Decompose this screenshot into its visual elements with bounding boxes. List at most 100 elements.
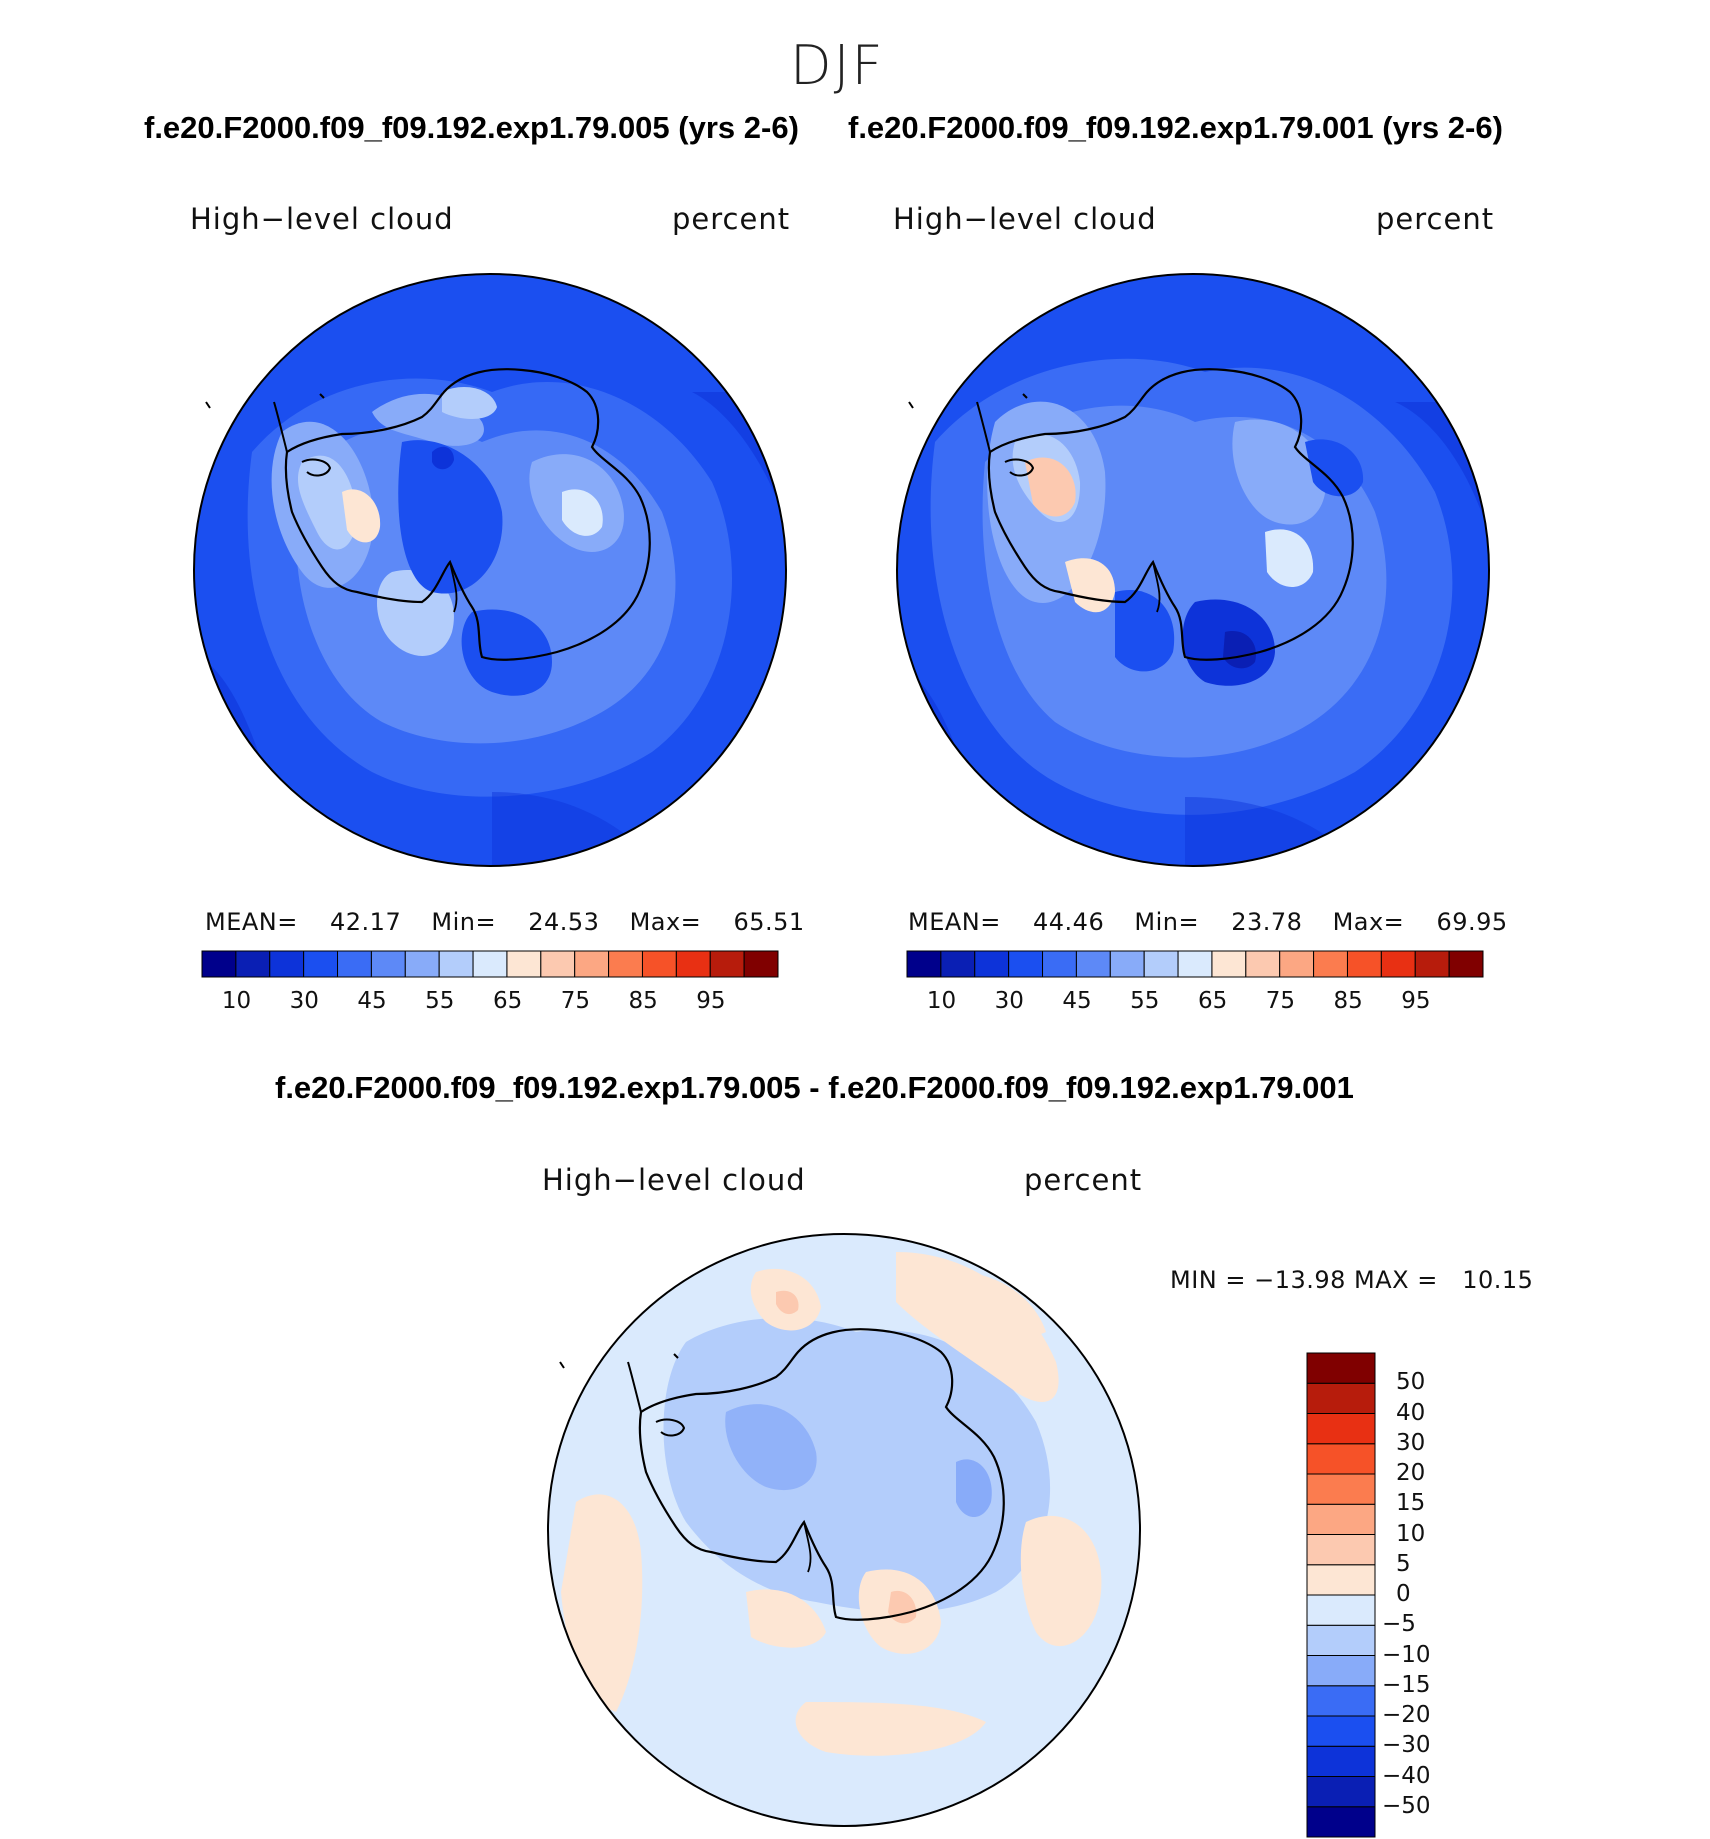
difference-colorbar-tick-label: −5 [1382,1611,1416,1638]
left-min-value: 24.53 [528,908,600,936]
left-max-value: 65.51 [733,908,805,936]
right-colorbar-tick-label: 30 [994,988,1024,1014]
left-mean-label: MEAN= [205,908,298,936]
right-colorbar-swatch [1245,950,1281,978]
right-mean-label: MEAN= [908,908,1001,936]
right-colorbar-swatch [1177,950,1213,978]
right-colorbar-tick-label: 75 [1265,988,1295,1014]
right-colorbar-ticks: 10 30 45 55 65 75 85 95 [906,988,1484,1018]
difference-colorbar-swatch [1306,1564,1376,1596]
left-max-label: Max= [629,908,702,936]
difference-colorbar-swatch [1306,1806,1376,1838]
left-colorbar-swatch [506,950,542,978]
left-colorbar-swatch [641,950,677,978]
right-colorbar-swatch [1109,950,1145,978]
left-colorbar [201,950,779,978]
difference-polar-map [547,1233,1141,1827]
left-colorbar-swatch [675,950,711,978]
right-min-label: Min= [1134,908,1200,936]
left-colorbar-swatch [743,950,779,978]
diff-panel-units-label: percent [1024,1163,1143,1197]
difference-colorbar-swatch [1306,1534,1376,1566]
right-stats: MEAN= 44.46 Min= 23.78 Max= 69.95 [908,908,1508,936]
left-colorbar-tick-label: 95 [696,988,726,1014]
left-colorbar-swatch [370,950,406,978]
left-colorbar-swatch [709,950,745,978]
difference-colorbar-tick-label: 30 [1396,1429,1426,1456]
left-colorbar-swatch [574,950,610,978]
difference-colorbar-tick-label: 15 [1396,1490,1426,1517]
left-colorbar-swatch [472,950,508,978]
right-colorbar-tick-label: 95 [1401,988,1431,1014]
left-mean-value: 42.17 [330,908,402,936]
right-colorbar-tick-label: 10 [926,988,957,1014]
difference-colorbar-swatch [1306,1745,1376,1777]
difference-colorbar-ticks: 50 40 30 20 15 10 5 0 −5 −10 −15 −20 −30 −40 −50 [1382,1352,1468,1838]
left-panel-case-title: f.e20.F2000.f09_f09.192.exp1.79.005 (yrs… [144,110,799,145]
left-colorbar-tick-label: 85 [628,988,658,1014]
right-colorbar-swatch [974,950,1010,978]
right-colorbar-swatch [1313,950,1348,978]
difference-colorbar-tick-label: −30 [1382,1732,1431,1759]
difference-title: f.e20.F2000.f09_f09.192.exp1.79.005 - f.… [275,1070,1354,1105]
right-colorbar-tick-label: 85 [1333,988,1363,1014]
right-colorbar-swatch [906,950,942,978]
difference-colorbar-tick-label: −40 [1382,1762,1431,1789]
right-colorbar-swatch [1042,950,1077,978]
difference-colorbar-swatch [1306,1715,1376,1747]
right-min-value: 23.78 [1231,908,1303,936]
difference-colorbar-tick-label: 20 [1396,1460,1426,1486]
diff-panel-variable-label: High−level cloud [542,1163,806,1197]
left-colorbar-tick-label: 10 [221,988,252,1014]
left-min-label: Min= [431,908,497,936]
right-colorbar-swatch [1143,950,1179,978]
right-colorbar-swatch [1008,950,1044,978]
right-colorbar-swatch [1075,950,1111,978]
difference-colorbar-swatch [1306,1624,1376,1656]
left-stats: MEAN= 42.17 Min= 24.53 Max= 65.51 [205,908,805,936]
difference-colorbar [1306,1352,1376,1838]
right-colorbar [906,950,1484,978]
right-colorbar-tick-label: 45 [1062,988,1092,1014]
left-colorbar-swatch [201,950,237,978]
difference-colorbar-swatch [1306,1443,1376,1475]
right-panel-variable-label: High−level cloud [893,202,1157,236]
difference-colorbar-tick-label: 50 [1396,1369,1426,1396]
difference-colorbar-swatch [1306,1473,1376,1505]
right-mean-value: 44.46 [1033,908,1105,936]
difference-colorbar-swatch [1306,1776,1376,1808]
left-panel-variable-label: High−level cloud [190,202,454,236]
left-colorbar-swatch [269,950,305,978]
left-colorbar-ticks: 10 30 45 55 65 75 85 95 [201,988,779,1018]
right-colorbar-swatch [1380,950,1416,978]
left-colorbar-swatch [404,950,440,978]
difference-colorbar-tick-label: 0 [1396,1581,1411,1607]
right-panel-units-label: percent [1376,202,1495,236]
left-colorbar-swatch [608,950,643,978]
difference-colorbar-swatch [1306,1413,1376,1445]
difference-colorbar-tick-label: 40 [1396,1399,1426,1426]
right-polar-map [896,273,1490,867]
difference-colorbar-swatch [1306,1685,1376,1717]
left-colorbar-tick-label: 65 [492,988,523,1014]
difference-colorbar-swatch [1306,1382,1376,1414]
right-colorbar-swatch [1211,950,1247,978]
difference-colorbar-swatch [1306,1655,1376,1687]
difference-colorbar-tick-label: −50 [1382,1792,1431,1819]
right-max-value: 69.95 [1436,908,1508,936]
left-colorbar-tick-label: 30 [289,988,319,1014]
left-polar-map [193,273,787,867]
right-colorbar-swatch [1346,950,1382,978]
left-colorbar-tick-label: 75 [560,988,590,1014]
right-colorbar-swatch [940,950,976,978]
difference-colorbar-swatch [1306,1352,1376,1384]
left-colorbar-tick-label: 45 [357,988,387,1014]
right-max-label: Max= [1332,908,1405,936]
right-colorbar-swatch [1279,950,1315,978]
left-panel-units-label: percent [672,202,791,236]
difference-colorbar-tick-label: −10 [1382,1641,1431,1668]
difference-colorbar-tick-label: −20 [1382,1702,1431,1728]
left-colorbar-swatch [337,950,372,978]
right-colorbar-swatch [1414,950,1450,978]
right-colorbar-tick-label: 65 [1197,988,1228,1014]
